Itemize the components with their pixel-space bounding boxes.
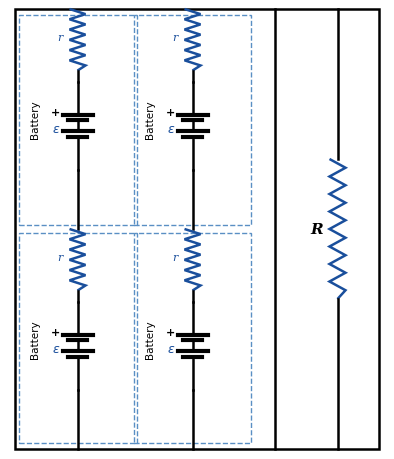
Bar [134,16,251,225]
Bar [19,16,136,225]
Text: +: + [166,108,175,118]
Text: Battery: Battery [30,320,40,358]
Text: $\varepsilon$: $\varepsilon$ [52,123,60,135]
Text: r: r [172,33,178,43]
Text: R: R [310,223,323,236]
Bar [134,234,251,443]
Text: +: + [166,327,175,337]
Text: r: r [57,253,63,263]
Bar [19,234,136,443]
Text: Battery: Battery [145,320,155,358]
Text: r: r [57,33,63,43]
Text: r: r [172,253,178,263]
Text: +: + [51,108,60,118]
Text: $\varepsilon$: $\varepsilon$ [167,342,175,355]
Text: $\varepsilon$: $\varepsilon$ [52,342,60,355]
Text: +: + [51,327,60,337]
Text: Battery: Battery [30,101,40,139]
Text: $\varepsilon$: $\varepsilon$ [167,123,175,135]
Text: Battery: Battery [145,101,155,139]
